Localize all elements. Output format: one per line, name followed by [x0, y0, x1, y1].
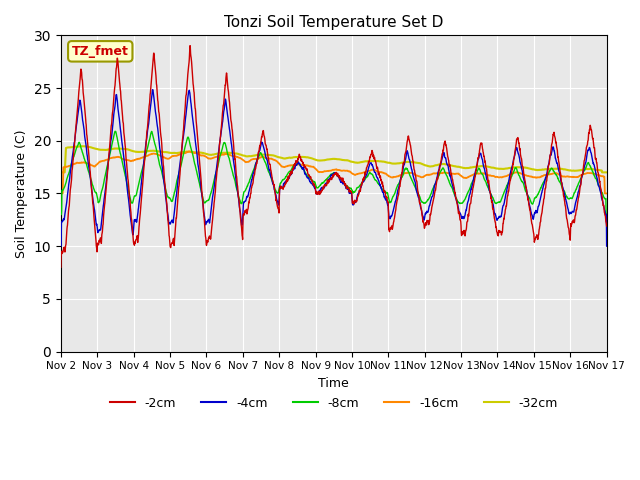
X-axis label: Time: Time — [318, 377, 349, 390]
Legend: -2cm, -4cm, -8cm, -16cm, -32cm: -2cm, -4cm, -8cm, -16cm, -32cm — [104, 392, 563, 415]
Title: Tonzi Soil Temperature Set D: Tonzi Soil Temperature Set D — [224, 15, 444, 30]
Y-axis label: Soil Temperature (C): Soil Temperature (C) — [15, 129, 28, 258]
Text: TZ_fmet: TZ_fmet — [72, 45, 129, 58]
